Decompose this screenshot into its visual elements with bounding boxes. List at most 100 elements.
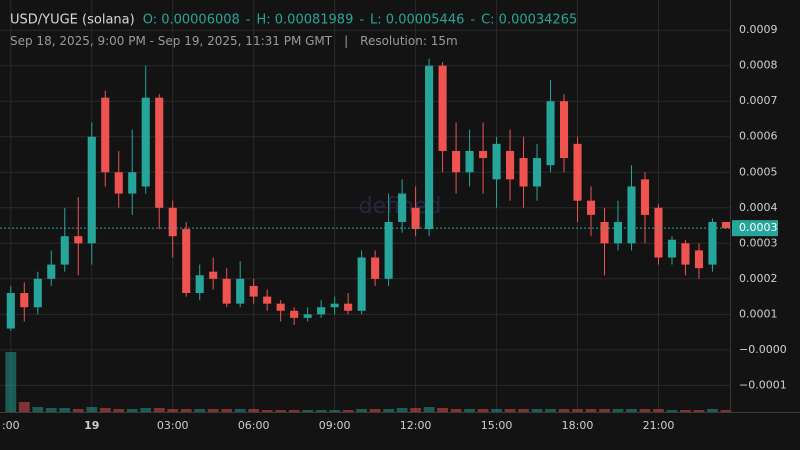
volume-bar [113, 409, 125, 412]
volume-bar [356, 409, 368, 412]
candle-body [195, 275, 204, 294]
candle-body [573, 143, 582, 201]
volume-bar [693, 410, 705, 412]
volume-bar [261, 410, 273, 412]
volume [5, 352, 732, 412]
volume-bar [626, 409, 637, 412]
y-tick-label: 0.0006 [739, 130, 778, 143]
volume-bar [288, 410, 300, 412]
candle-body [492, 143, 501, 180]
volume-bar [572, 409, 583, 412]
y-tick-label: 0.0003 [739, 236, 778, 249]
volume-bar [5, 352, 17, 412]
y-tick-label: 0.0007 [739, 94, 778, 107]
volume-bar [221, 409, 233, 412]
volume-bar [477, 409, 489, 412]
candles [6, 58, 730, 331]
axes: 0.0009 0.0008 0.0007 0.0006 0.0005 0.0004 0.00… [0, 23, 787, 432]
candle-body [6, 293, 15, 329]
y-tick-label: 0.0004 [739, 201, 778, 214]
x-tick-label: 03:00 [157, 419, 189, 432]
volume-bar [32, 407, 44, 412]
x-tick-label: 15:00 [481, 419, 513, 432]
candle-body [290, 310, 299, 318]
candle-body [506, 150, 515, 180]
volume-bar [126, 409, 138, 412]
candle-body [47, 264, 56, 279]
separator: | [344, 34, 348, 48]
y-tick-label: 0.0001 [739, 307, 778, 320]
candle-body [344, 303, 353, 311]
volume-bar [369, 409, 381, 412]
candle-body [209, 271, 218, 279]
volume-bar [491, 409, 502, 412]
volume-bar [72, 409, 84, 412]
date-range: Sep 18, 2025, 9:00 PM - Sep 19, 2025, 11… [10, 34, 333, 48]
candle-body [600, 221, 609, 244]
candle-body [371, 257, 380, 279]
volume-bar [558, 409, 570, 412]
volume-bar [396, 408, 408, 412]
candle-body [101, 97, 110, 173]
candle-body [384, 221, 393, 279]
candle-body [398, 193, 407, 222]
volume-bar [666, 410, 678, 412]
candle-body [627, 186, 636, 244]
y-tick-label: 0.0005 [739, 165, 778, 178]
y-tick-label: −0.0001 [739, 378, 787, 391]
volume-bar [59, 408, 71, 412]
x-tick-label: 12:00 [400, 419, 432, 432]
candle-body [465, 150, 474, 173]
volume-bar [720, 410, 732, 412]
candle-body [452, 150, 461, 173]
volume-bar [234, 409, 246, 412]
volume-bar [99, 408, 111, 412]
volume-bar [153, 408, 165, 412]
candle-body [681, 243, 690, 265]
candle-body [128, 172, 137, 194]
candle-body [182, 229, 191, 294]
volume-bar [545, 409, 556, 412]
candle-body [613, 221, 623, 244]
x-tick-label: 06:00 [238, 419, 270, 432]
volume-bar [302, 410, 314, 412]
summary-separator: - [246, 13, 251, 28]
ohlc-value: O: 0.00006008 [143, 13, 240, 28]
candle-body [546, 101, 555, 166]
volume-bar [329, 410, 341, 412]
volume-bar [518, 409, 529, 412]
candle-body [411, 207, 420, 230]
candle-body [263, 296, 272, 304]
header: USD/YUGE (solana) Sep 18, 2025, 9:00 PM … [10, 13, 577, 48]
x-tick-label: :00 [2, 419, 20, 432]
candle-body [519, 158, 528, 187]
volume-bar [194, 409, 206, 412]
subtitle: Sep 18, 2025, 9:00 PM - Sep 19, 2025, 11… [10, 34, 458, 48]
candle-body [60, 236, 69, 265]
candle-body [721, 221, 730, 229]
volume-bar [437, 408, 448, 412]
volume-bar [207, 409, 219, 412]
candle-body [249, 285, 258, 297]
candle-body [330, 303, 339, 308]
x-tick-label: 19 [84, 419, 99, 432]
volume-bar [18, 402, 30, 412]
volume-bar [275, 410, 287, 412]
candle-body [87, 136, 96, 244]
volume-bar [167, 409, 179, 412]
candle-body [168, 207, 177, 237]
candle-body [640, 179, 650, 215]
last-price-tag [732, 220, 778, 237]
volume-bar [612, 409, 624, 412]
volume-bar [653, 409, 664, 412]
candle-body [74, 236, 83, 244]
summary-separator: - [470, 13, 475, 28]
volume-bar [423, 407, 435, 412]
candle-body [33, 278, 42, 308]
candle-body [654, 207, 663, 258]
resolution: Resolution: 15m [360, 34, 458, 48]
candle-body [425, 65, 434, 230]
candle-body [222, 278, 231, 304]
